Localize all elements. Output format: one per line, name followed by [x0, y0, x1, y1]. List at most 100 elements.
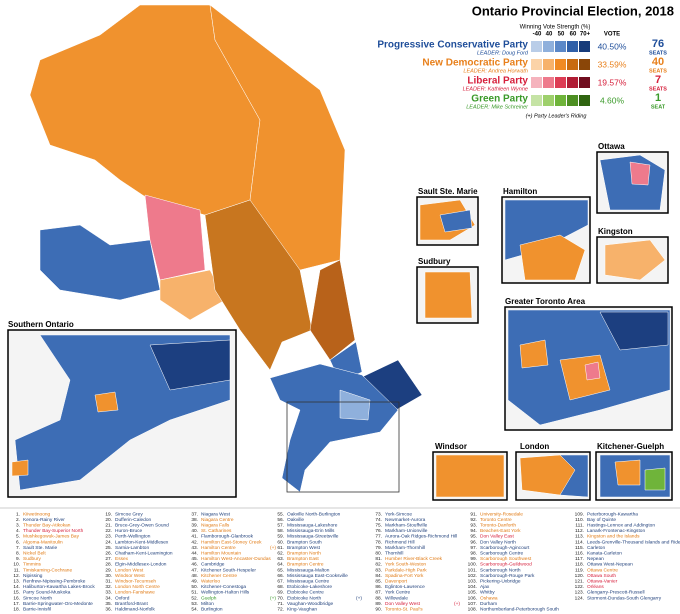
riding-name: Lanark-Frontenac-Kingston — [587, 528, 645, 534]
riding-name: St. Catharines — [201, 528, 232, 534]
riding-name: Windsor-Tecumseh — [115, 578, 156, 584]
riding-number: 92. — [470, 517, 477, 523]
vote-share: 33.59% — [598, 59, 627, 69]
riding-name: Ottawa Centre — [587, 567, 618, 573]
riding-number: 60. — [277, 539, 284, 545]
riding-number: 74. — [375, 517, 382, 523]
riding-number: 122. — [575, 584, 584, 590]
riding-number: 110. — [575, 517, 584, 523]
riding-name: Hamilton Centre — [201, 545, 236, 551]
riding-number: 45. — [191, 556, 198, 562]
inset-title: Sudbury — [418, 257, 451, 266]
riding-shape — [629, 161, 651, 186]
riding-name: Vaughan-Woodbridge — [287, 601, 334, 607]
riding-number: 17. — [13, 601, 20, 607]
party-name: Green Party — [471, 94, 528, 105]
riding-name: Mississauga-Streetsville — [287, 534, 339, 540]
inset-title: Greater Toronto Area — [505, 297, 586, 306]
riding-name: Bay of Quinte — [587, 517, 616, 523]
party-leader: LEADER: Mike Schreiner — [466, 104, 529, 110]
inset-title: London — [520, 442, 549, 451]
legend-footnote: (+) Party Leader's Riding — [526, 113, 588, 119]
riding-number: 89. — [375, 601, 382, 607]
riding-number: 47. — [191, 567, 198, 573]
riding-number: 21. — [105, 522, 112, 528]
riding-name: Oxford — [115, 595, 130, 601]
riding-name: Markham-Stouffville — [385, 522, 428, 528]
riding-name: Thunder Bay-Superior North — [23, 528, 84, 534]
riding-name: Parry Sound-Muskoka — [23, 590, 71, 596]
seats-label: SEATS — [649, 68, 667, 74]
riding-name: Northumberland-Peterborough South — [480, 606, 559, 612]
riding-number: 100. — [468, 562, 477, 568]
riding-number: 97. — [470, 545, 477, 551]
riding-name: Mississauga-Lakeshore — [287, 522, 338, 528]
riding-number: 102. — [468, 573, 477, 579]
strength-swatch — [555, 41, 566, 52]
riding-name: Simcoe Grey — [115, 511, 143, 517]
riding-shape — [144, 194, 206, 281]
strength-label: 40 — [546, 32, 553, 38]
riding-shape — [584, 361, 601, 381]
riding-name: Davenport — [385, 578, 408, 584]
inset-title: Windsor — [435, 442, 467, 451]
riding-name: Nickel Belt — [23, 550, 46, 556]
riding-name: Durham — [480, 601, 497, 607]
strength-swatch — [555, 77, 566, 88]
riding-number: 85. — [375, 578, 382, 584]
riding-number: 24. — [105, 539, 112, 545]
riding-shape — [39, 224, 161, 301]
party-leader: LEADER: Doug Ford — [477, 50, 529, 56]
riding-number: 101. — [468, 567, 477, 573]
riding-name: Scarborough-Guildwood — [480, 562, 532, 568]
strength-swatch — [543, 59, 554, 70]
party-name: Liberal Party — [467, 76, 528, 87]
riding-shape — [309, 259, 356, 361]
riding-number: 53. — [191, 601, 198, 607]
strength-swatch — [567, 95, 578, 106]
riding-name: Niagara West — [201, 511, 231, 517]
inset-title: Kitchener-Guelph — [597, 442, 664, 451]
riding-number: 79. — [375, 545, 382, 551]
riding-name: Oakville — [287, 517, 304, 523]
riding-number: 58. — [277, 528, 284, 534]
riding-name: Don Valley East — [480, 534, 514, 540]
riding-name: Parkdale-High Park — [385, 567, 427, 573]
riding-name: Perth-Wellington — [115, 534, 151, 540]
riding-number: 33. — [105, 590, 112, 596]
riding-name: Ottawa-Vanier — [587, 578, 618, 584]
riding-number: 41. — [191, 534, 198, 540]
strength-swatch — [579, 59, 590, 70]
riding-number: 46. — [191, 562, 198, 568]
riding-shape — [644, 467, 666, 491]
riding-number: 84. — [375, 573, 382, 579]
riding-name: Don Valley North — [480, 539, 516, 545]
riding-name: Simcoe North — [23, 595, 52, 601]
riding-name: Kitchener Centre — [201, 573, 237, 579]
riding-name: Scarborough-Agincourt — [480, 545, 530, 551]
riding-number: 103. — [468, 578, 477, 584]
strength-label: 50 — [558, 32, 565, 38]
riding-number: 80. — [375, 550, 382, 556]
riding-number: 96. — [470, 539, 477, 545]
riding-number: 36. — [105, 606, 112, 612]
seat-count: 40 — [652, 56, 664, 68]
riding-name: Windsor West — [115, 573, 145, 579]
riding-name: Toronto-Danforth — [480, 522, 516, 528]
strength-swatch — [579, 77, 590, 88]
party-name: Progressive Conservative Party — [377, 40, 528, 51]
riding-name: Brampton North — [287, 550, 321, 556]
riding-name: Beaches-East York — [480, 528, 521, 534]
riding-number: 57. — [277, 522, 284, 528]
riding-name: Kitchener-Conestoga — [201, 584, 246, 590]
riding-number: 70. — [277, 595, 284, 601]
map-title: Ontario Provincial Election, 2018 — [472, 3, 674, 18]
riding-name: Orléans — [587, 584, 604, 590]
riding-name: Kitchener South-Hespeler — [201, 567, 256, 573]
riding-name: London North Centre — [115, 584, 160, 590]
riding-name: Markham-Thornhill — [385, 545, 425, 551]
riding-number: 20. — [105, 517, 112, 523]
riding-number: 22. — [105, 528, 112, 534]
riding-number: 95. — [470, 534, 477, 540]
riding-number: 13. — [13, 578, 20, 584]
